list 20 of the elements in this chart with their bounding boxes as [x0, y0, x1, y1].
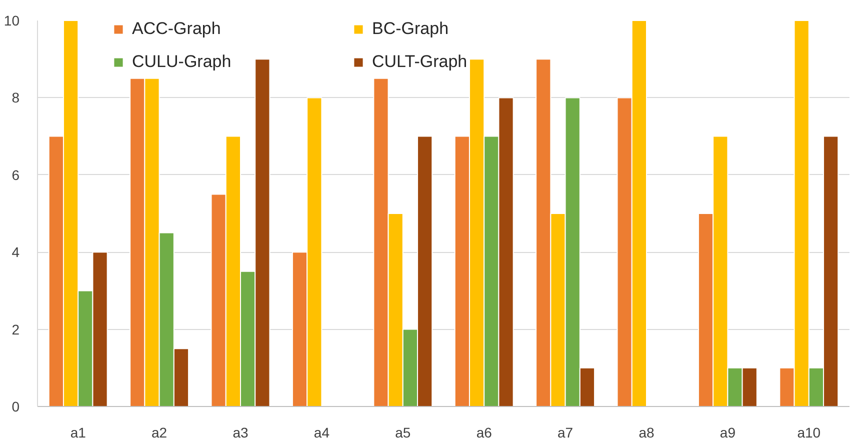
x-tick-label: a8 — [638, 424, 654, 440]
x-tick-label: a9 — [720, 424, 736, 440]
y-tick-label: 10 — [4, 12, 20, 28]
x-tick-label: a7 — [558, 424, 574, 440]
y-tick-label: 4 — [12, 244, 20, 260]
x-tick-label: a5 — [395, 424, 411, 440]
y-tick-label: 8 — [12, 90, 20, 106]
y-tick-label: 6 — [12, 166, 20, 183]
legend-label: BC-Graph — [372, 19, 449, 40]
legend-label: ACC-Graph — [132, 19, 221, 40]
x-tick-label: a2 — [152, 424, 168, 440]
x-tick-label: a3 — [232, 424, 248, 440]
y-tick-label: 2 — [12, 321, 20, 338]
legend-label: CULT-Graph — [372, 51, 468, 73]
x-tick-label: a4 — [314, 424, 330, 440]
x-tick-label: a10 — [797, 424, 821, 440]
x-tick-label: a6 — [476, 424, 492, 440]
legend-label: CULU-Graph — [132, 51, 232, 73]
y-tick-label: 0 — [12, 398, 20, 414]
x-tick-label: a1 — [70, 424, 86, 440]
